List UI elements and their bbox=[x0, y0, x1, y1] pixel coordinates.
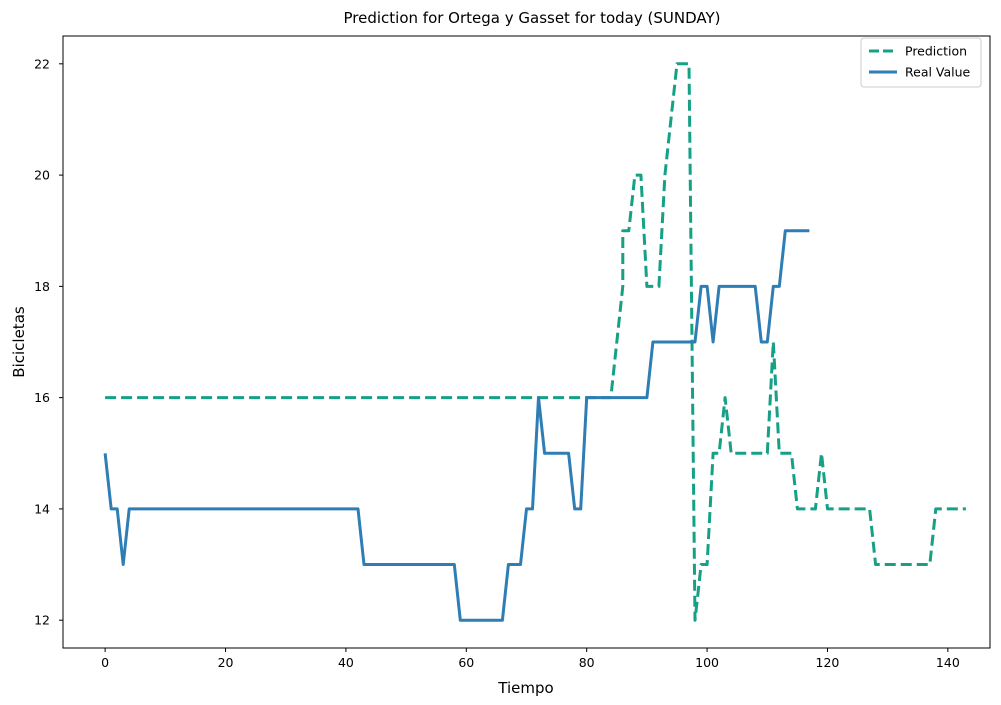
legend: Prediction Real Value bbox=[860, 37, 982, 88]
legend-label: Real Value bbox=[905, 65, 971, 80]
y-tick-label: 20 bbox=[34, 168, 50, 183]
x-tick-label: 120 bbox=[816, 655, 840, 670]
legend-label: Prediction bbox=[905, 44, 967, 59]
y-axis-label: Bicicletas bbox=[10, 306, 28, 378]
y-tick-label: 12 bbox=[34, 613, 50, 628]
chart-title: Prediction for Ortega y Gasset for today… bbox=[344, 9, 721, 27]
x-tick-label: 100 bbox=[695, 655, 719, 670]
x-tick-label: 80 bbox=[579, 655, 595, 670]
series-line-real-value bbox=[103, 229, 810, 622]
y-tick-label: 16 bbox=[34, 390, 50, 405]
y-tick-label: 22 bbox=[34, 56, 50, 71]
x-tick-label: 40 bbox=[338, 655, 354, 670]
x-axis: 0 20 40 60 80 100 120 140 bbox=[101, 648, 960, 670]
plot-area bbox=[103, 62, 966, 622]
x-tick-label: 140 bbox=[936, 655, 960, 670]
x-tick-label: 60 bbox=[458, 655, 474, 670]
y-tick-label: 18 bbox=[34, 279, 50, 294]
x-axis-label: Tiempo bbox=[497, 679, 553, 697]
x-tick-label: 20 bbox=[218, 655, 234, 670]
plot-frame bbox=[62, 35, 991, 649]
x-tick-label: 0 bbox=[101, 655, 109, 670]
y-tick-label: 14 bbox=[34, 501, 50, 516]
y-axis: 12 14 16 18 20 22 bbox=[34, 56, 63, 628]
series-line-prediction bbox=[105, 62, 966, 622]
